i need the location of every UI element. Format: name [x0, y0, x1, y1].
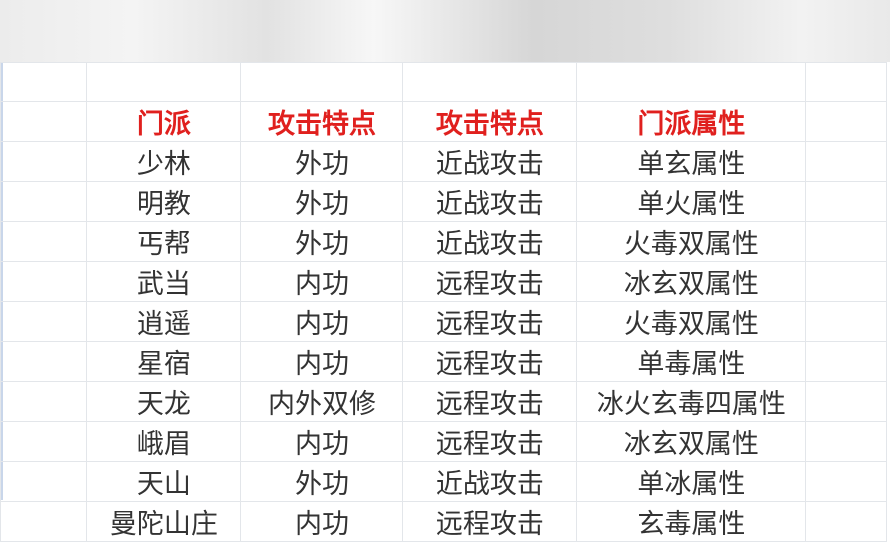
attack-range-cell[interactable]: 远程攻击 [402, 381, 578, 422]
sect-attribute-cell[interactable]: 冰玄双属性 [576, 421, 807, 462]
sect-attribute-cell[interactable]: 冰玄双属性 [576, 261, 807, 302]
cell[interactable] [805, 181, 887, 222]
attack-range-cell[interactable]: 近战攻击 [402, 181, 578, 222]
cell[interactable] [0, 461, 88, 502]
sect-table: 门派 攻击特点 攻击特点 门派属性 少林 外功 近战攻击 单玄属性 明教 外功 近战攻击 单火… [0, 62, 887, 542]
cell[interactable] [805, 421, 887, 462]
table-row: 峨眉 内功 远程攻击 冰玄双属性 [0, 421, 887, 462]
sect-attribute-cell[interactable]: 单玄属性 [576, 141, 807, 182]
cell[interactable] [805, 341, 887, 382]
cell[interactable] [0, 141, 88, 182]
attack-range-cell[interactable]: 近战攻击 [402, 221, 578, 262]
cell[interactable] [0, 101, 88, 142]
header-row: 门派 攻击特点 攻击特点 门派属性 [0, 101, 887, 142]
cell[interactable] [0, 221, 88, 262]
cell[interactable] [805, 381, 887, 422]
sect-name-cell[interactable]: 丐帮 [86, 221, 242, 262]
cell[interactable] [402, 62, 578, 102]
sect-name-cell[interactable]: 明教 [86, 181, 242, 222]
sect-name-cell[interactable]: 峨眉 [86, 421, 242, 462]
sect-attribute-cell[interactable]: 单毒属性 [576, 341, 807, 382]
sect-name-cell[interactable]: 逍遥 [86, 301, 242, 342]
attack-type-cell[interactable]: 内功 [240, 421, 404, 462]
cell[interactable] [0, 261, 88, 302]
attack-type-cell[interactable]: 外功 [240, 141, 404, 182]
attack-range-cell[interactable]: 远程攻击 [402, 261, 578, 302]
attack-range-cell[interactable]: 近战攻击 [402, 141, 578, 182]
header-sect[interactable]: 门派 [86, 101, 242, 142]
attack-range-cell[interactable]: 远程攻击 [402, 341, 578, 382]
cell[interactable] [805, 62, 887, 102]
cell[interactable] [805, 101, 887, 142]
sect-name-cell[interactable]: 武当 [86, 261, 242, 302]
attack-type-cell[interactable]: 内功 [240, 301, 404, 342]
cell[interactable] [805, 141, 887, 182]
table-row: 星宿 内功 远程攻击 单毒属性 [0, 341, 887, 382]
table-row: 明教 外功 近战攻击 单火属性 [0, 181, 887, 222]
cell[interactable] [0, 501, 88, 542]
sect-attribute-cell[interactable]: 单火属性 [576, 181, 807, 222]
attack-type-cell[interactable]: 内功 [240, 341, 404, 382]
cell[interactable] [86, 62, 242, 102]
attack-type-cell[interactable]: 外功 [240, 181, 404, 222]
cell[interactable] [0, 421, 88, 462]
cell[interactable] [805, 501, 887, 542]
sect-attribute-cell[interactable]: 玄毒属性 [576, 501, 807, 542]
attack-type-cell[interactable]: 内外双修 [240, 381, 404, 422]
attack-type-cell[interactable]: 外功 [240, 221, 404, 262]
attack-range-cell[interactable]: 远程攻击 [402, 421, 578, 462]
cell[interactable] [805, 461, 887, 502]
blurred-top-area [0, 0, 890, 62]
cell[interactable] [805, 221, 887, 262]
cell[interactable] [240, 62, 404, 102]
sect-name-cell[interactable]: 少林 [86, 141, 242, 182]
sect-name-cell[interactable]: 曼陀山庄 [86, 501, 242, 542]
table-row: 曼陀山庄 内功 远程攻击 玄毒属性 [0, 501, 887, 542]
attack-type-cell[interactable]: 内功 [240, 501, 404, 542]
sect-attribute-cell[interactable]: 冰火玄毒四属性 [576, 381, 807, 422]
sect-attribute-cell[interactable]: 火毒双属性 [576, 221, 807, 262]
cell[interactable] [0, 301, 88, 342]
table-row: 丐帮 外功 近战攻击 火毒双属性 [0, 221, 887, 262]
table-row: 少林 外功 近战攻击 单玄属性 [0, 141, 887, 182]
sect-name-cell[interactable]: 天龙 [86, 381, 242, 422]
cell[interactable] [805, 301, 887, 342]
attack-range-cell[interactable]: 远程攻击 [402, 501, 578, 542]
table-row: 逍遥 内功 远程攻击 火毒双属性 [0, 301, 887, 342]
cell[interactable] [0, 181, 88, 222]
sect-attribute-cell[interactable]: 火毒双属性 [576, 301, 807, 342]
spreadsheet-grid: 门派 攻击特点 攻击特点 门派属性 少林 外功 近战攻击 单玄属性 明教 外功 近战攻击 单火… [0, 62, 890, 542]
sect-name-cell[interactable]: 星宿 [86, 341, 242, 382]
attack-range-cell[interactable]: 远程攻击 [402, 301, 578, 342]
attack-type-cell[interactable]: 内功 [240, 261, 404, 302]
attack-type-cell[interactable]: 外功 [240, 461, 404, 502]
cell[interactable] [576, 62, 807, 102]
header-sect-attribute[interactable]: 门派属性 [576, 101, 807, 142]
attack-range-cell[interactable]: 近战攻击 [402, 461, 578, 502]
header-attack-type[interactable]: 攻击特点 [240, 101, 404, 142]
table-row: 天龙 内外双修 远程攻击 冰火玄毒四属性 [0, 381, 887, 422]
cell[interactable] [805, 261, 887, 302]
cell[interactable] [0, 341, 88, 382]
sect-name-cell[interactable]: 天山 [86, 461, 242, 502]
table-row: 天山 外功 近战攻击 单冰属性 [0, 461, 887, 502]
empty-row [0, 62, 887, 102]
cell[interactable] [0, 62, 88, 102]
sect-attribute-cell[interactable]: 单冰属性 [576, 461, 807, 502]
header-attack-range[interactable]: 攻击特点 [402, 101, 578, 142]
table-row: 武当 内功 远程攻击 冰玄双属性 [0, 261, 887, 302]
cell[interactable] [0, 381, 88, 422]
